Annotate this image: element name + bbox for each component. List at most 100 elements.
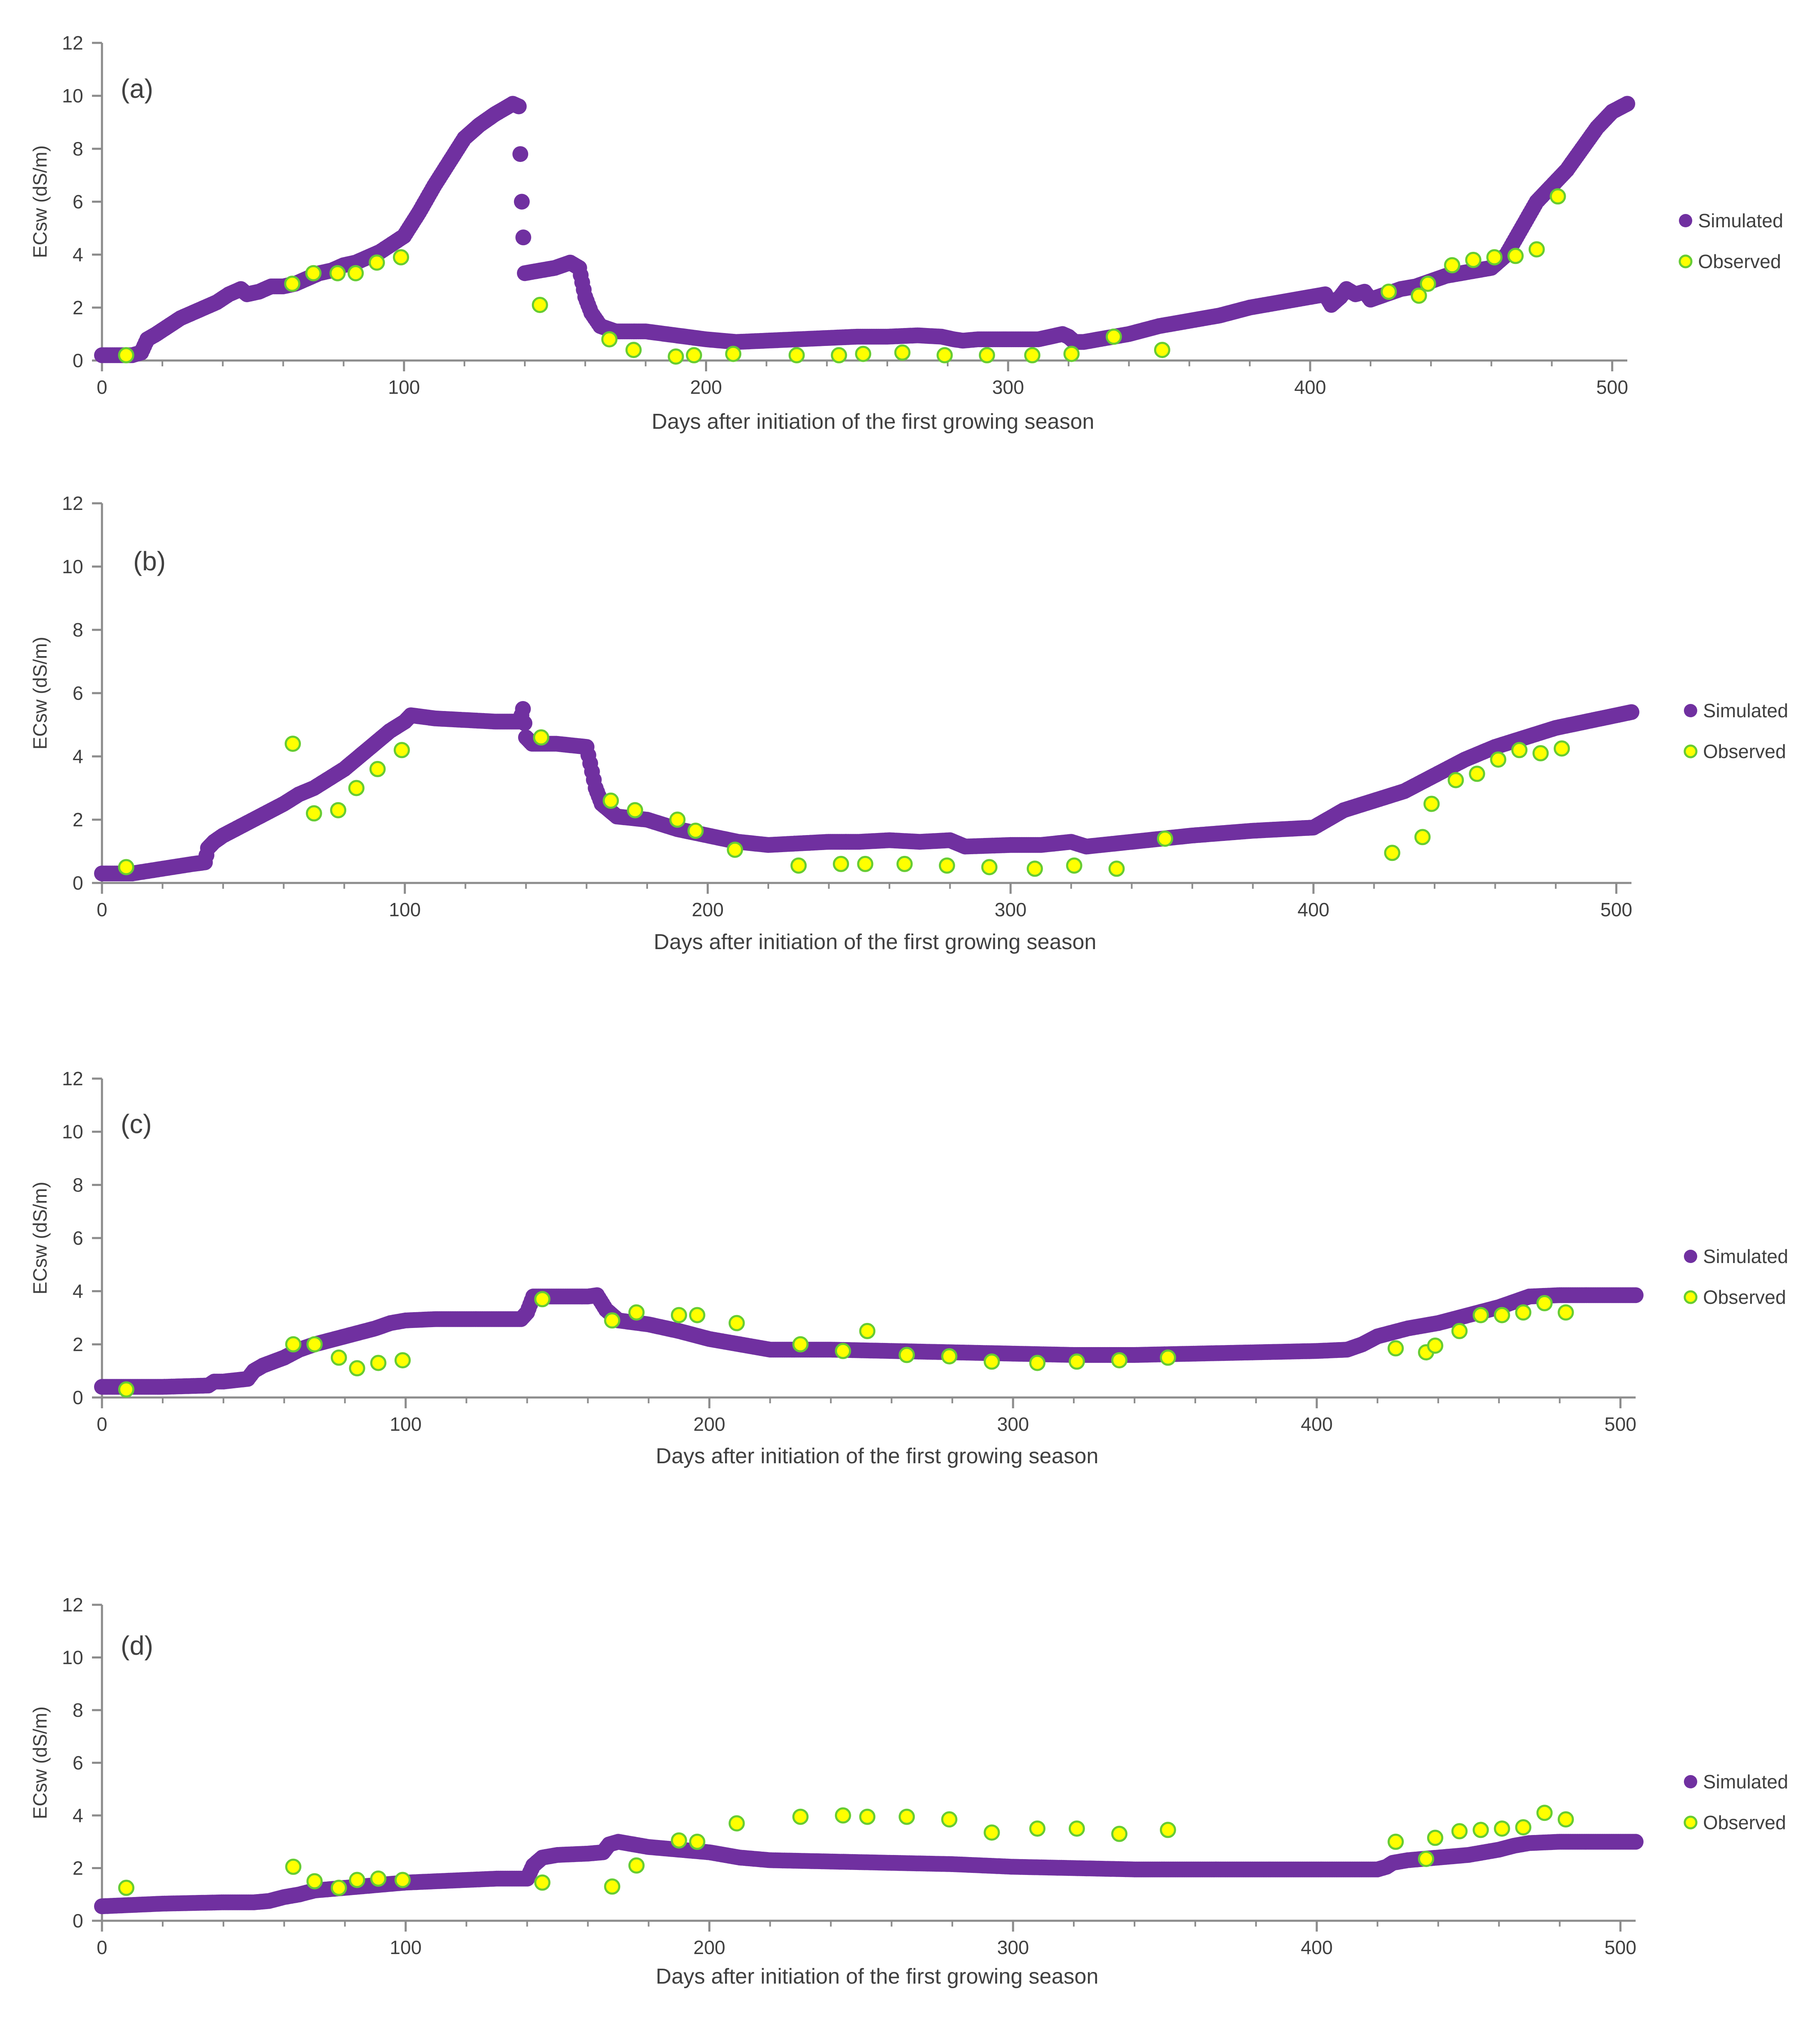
observed-point bbox=[1472, 1822, 1489, 1838]
observed-point bbox=[831, 347, 847, 363]
legend-simulated-label: Simulated bbox=[1703, 1246, 1788, 1267]
observed-point bbox=[625, 342, 642, 358]
observed-point bbox=[1494, 1820, 1510, 1837]
observed-point bbox=[369, 761, 386, 777]
observed-point bbox=[1381, 283, 1397, 300]
x-tick-label: 300 bbox=[997, 1413, 1029, 1435]
x-tick-label: 300 bbox=[995, 899, 1027, 920]
x-tick-label: 200 bbox=[690, 376, 722, 398]
y-tick-label: 0 bbox=[72, 1910, 83, 1932]
legend-simulated-marker bbox=[1684, 704, 1697, 717]
observed-point bbox=[1029, 1820, 1045, 1837]
observed-point bbox=[1157, 830, 1173, 847]
observed-point bbox=[285, 1336, 302, 1353]
simulated-point bbox=[511, 98, 527, 114]
panel-label: (b) bbox=[133, 546, 166, 576]
observed-point bbox=[1515, 1304, 1532, 1321]
observed-point bbox=[1451, 1823, 1468, 1840]
observed-point bbox=[790, 857, 807, 874]
observed-point bbox=[686, 347, 702, 363]
legend-observed-marker bbox=[1683, 1290, 1698, 1304]
observed-point bbox=[1532, 745, 1549, 761]
simulated-point bbox=[1624, 704, 1639, 720]
y-tick-label: 6 bbox=[72, 1752, 83, 1774]
observed-point bbox=[305, 265, 322, 281]
legend: Simulated Observed bbox=[1678, 210, 1783, 272]
legend: Simulated Observed bbox=[1683, 1246, 1788, 1308]
x-tick-label: 100 bbox=[389, 899, 421, 920]
observed-point bbox=[687, 823, 704, 839]
series-simulated bbox=[94, 701, 1639, 882]
legend-observed-marker bbox=[1683, 1815, 1698, 1830]
x-tick-label: 100 bbox=[388, 376, 420, 398]
observed-point bbox=[349, 1872, 365, 1888]
observed-point bbox=[1557, 1811, 1574, 1828]
observed-point bbox=[899, 1347, 915, 1363]
observed-point bbox=[728, 1815, 745, 1832]
observed-point bbox=[394, 1872, 411, 1888]
observed-point bbox=[330, 1880, 347, 1896]
chart-panel-2: 0 2 4 6 8 10 12 0 100 200 300 400 500 ECsw (dS/m) Days… bbox=[29, 492, 1788, 954]
y-tick-label: 10 bbox=[62, 85, 83, 107]
y-tick-label: 10 bbox=[62, 556, 83, 577]
series-simulated bbox=[94, 1287, 1644, 1395]
observed-point bbox=[118, 1880, 134, 1896]
y-tick-label: 0 bbox=[72, 350, 83, 371]
observed-point bbox=[1068, 1353, 1085, 1370]
observed-point bbox=[1469, 766, 1485, 782]
observed-point bbox=[348, 780, 365, 796]
simulated-point bbox=[516, 715, 533, 731]
observed-point bbox=[628, 1304, 645, 1321]
legend-observed-label: Observed bbox=[1703, 1286, 1786, 1308]
chart-panel-4: 0 2 4 6 8 10 12 0 100 200 300 400 500 ECsw (dS/m) Days… bbox=[29, 1594, 1788, 1989]
observed-point bbox=[1444, 257, 1460, 274]
observed-point bbox=[118, 859, 134, 875]
observed-point bbox=[1154, 342, 1170, 358]
simulated-point bbox=[515, 701, 531, 717]
y-tick-label: 6 bbox=[72, 191, 83, 213]
observed-point bbox=[1528, 241, 1545, 258]
observed-point bbox=[1388, 1833, 1404, 1850]
observed-point bbox=[725, 346, 742, 362]
y-tick-label: 6 bbox=[72, 1227, 83, 1249]
series-observed bbox=[118, 729, 1570, 877]
simulated-point bbox=[1619, 96, 1635, 112]
observed-point bbox=[534, 1874, 551, 1891]
observed-point bbox=[284, 276, 300, 292]
x-tick-label: 0 bbox=[97, 376, 107, 398]
y-tick-label: 4 bbox=[72, 1281, 83, 1302]
observed-point bbox=[1427, 1830, 1443, 1846]
legend-simulated-marker bbox=[1679, 214, 1692, 227]
observed-point bbox=[349, 1360, 365, 1377]
observed-point bbox=[978, 347, 995, 363]
series-observed bbox=[118, 188, 1566, 365]
observed-point bbox=[835, 1807, 851, 1824]
legend-observed-label: Observed bbox=[1703, 741, 1786, 762]
observed-point bbox=[728, 1315, 745, 1331]
observed-point bbox=[1423, 796, 1440, 812]
legend-observed-label: Observed bbox=[1703, 1812, 1786, 1833]
observed-point bbox=[1448, 772, 1464, 788]
observed-point bbox=[727, 841, 743, 858]
series-simulated bbox=[94, 96, 1635, 363]
observed-point bbox=[368, 254, 385, 271]
observed-point bbox=[370, 1355, 387, 1371]
observed-point bbox=[1420, 276, 1436, 292]
simulated-point bbox=[512, 146, 529, 162]
x-tick-label: 400 bbox=[1298, 899, 1330, 920]
observed-point bbox=[1465, 251, 1482, 268]
observed-point bbox=[788, 347, 805, 363]
y-tick-label: 12 bbox=[62, 1594, 83, 1616]
observed-point bbox=[689, 1833, 705, 1850]
observed-point bbox=[1160, 1349, 1176, 1366]
x-tick-label: 500 bbox=[1596, 376, 1628, 398]
y-tick-label: 2 bbox=[72, 809, 83, 830]
legend: Simulated Observed bbox=[1683, 1771, 1788, 1833]
x-tick-label: 200 bbox=[693, 1937, 725, 1958]
observed-point bbox=[1549, 188, 1566, 205]
y-tick-label: 8 bbox=[72, 138, 83, 159]
observed-point bbox=[305, 805, 322, 822]
series-observed bbox=[118, 1805, 1574, 1896]
x-axis-title: Days after initiation of the first growi… bbox=[656, 1444, 1099, 1468]
